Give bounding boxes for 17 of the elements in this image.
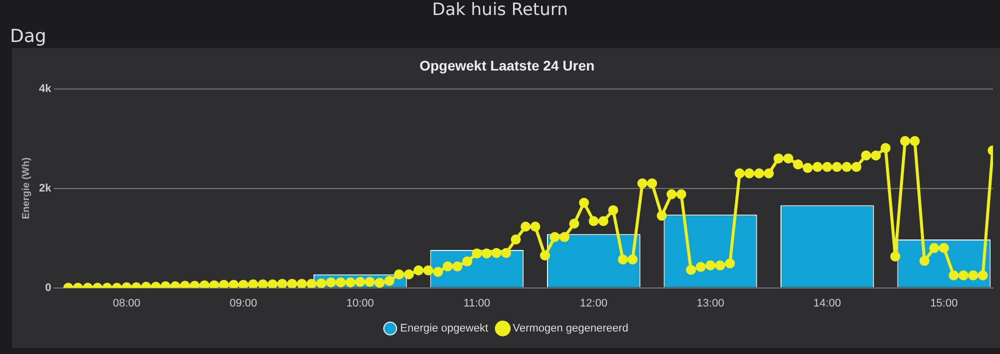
- text: Dak huis Return: [431, 0, 569, 20]
- x-tick-label: 09:00: [230, 297, 258, 310]
- x-tick-label: 14:00: [813, 297, 841, 310]
- legend-label: Energie opgewekt: [400, 322, 488, 335]
- x-tick-label: 10:00: [346, 297, 374, 310]
- text: Dag: [10, 26, 46, 47]
- x-tick-label: 11:00: [464, 297, 490, 310]
- chart-title: Opgewekt Laatste 24 Uren: [419, 57, 595, 74]
- y-tick-label: 2k: [38, 182, 52, 194]
- x-tick-label: 08:00: [112, 297, 140, 310]
- y-axis-title: Energie (Wh): [20, 157, 32, 220]
- x-tick-label: 13:00: [696, 297, 724, 310]
- legend-label: Vermogen gegenereerd: [512, 322, 628, 335]
- y-tick-label: 0: [45, 282, 52, 294]
- y-tick-label: 4k: [38, 82, 52, 95]
- x-tick-label: 15:00: [930, 297, 958, 310]
- x-tick-label: 12:00: [580, 297, 608, 310]
